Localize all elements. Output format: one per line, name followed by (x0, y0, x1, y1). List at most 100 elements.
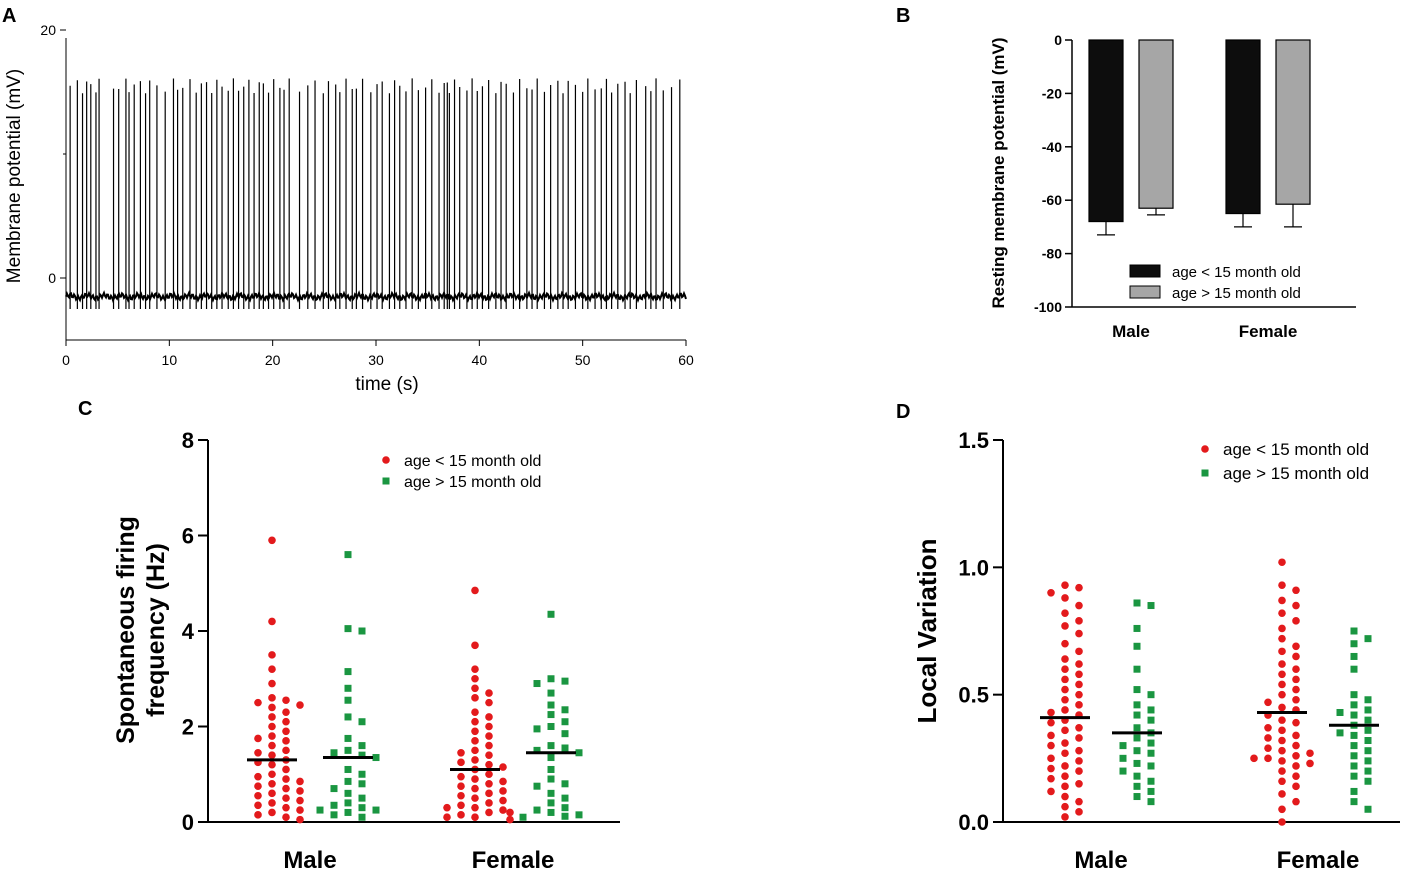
panel-d-point-young (1061, 665, 1069, 673)
panel-c-point-old (547, 675, 555, 683)
panel-a-y-tick-label: 0 (48, 270, 56, 286)
panel-c-point-young (282, 765, 290, 774)
panel-c-point-young (296, 777, 304, 786)
panel-c-point-young (268, 760, 276, 769)
panel-c: Spontaneous firing frequency (Hz) 0 2 4 6 8 M… (112, 428, 620, 869)
panel-d-point-young (1278, 805, 1286, 814)
panel-d-point-old (1350, 691, 1358, 699)
panel-d-point-young (1061, 594, 1069, 602)
panel-d-point-young (1075, 767, 1083, 775)
panel-d-point-young (1250, 754, 1258, 763)
panel-c-point-old (358, 627, 366, 635)
panel-b-y-tick-label: -20 (1042, 85, 1062, 101)
panel-d-point-young (1292, 751, 1300, 760)
panel-d-point-young (1061, 695, 1069, 704)
panel-c-point-old (547, 689, 555, 697)
panel-c-point-old (330, 801, 338, 809)
panel-d-point-old (1133, 747, 1141, 755)
panel-d-point-young (1075, 780, 1083, 788)
panel-d-point-old (1364, 747, 1372, 755)
panel-c-point-old (575, 749, 583, 757)
panel-d-point-old (1147, 602, 1155, 610)
panel-c-point-young (296, 701, 304, 709)
panel-c-point-old (344, 799, 352, 807)
panel-c-point-old (344, 713, 352, 721)
panel-c-point-old (344, 551, 352, 559)
panel-d-point-young (1292, 718, 1300, 727)
panel-d-point-young (1075, 647, 1083, 656)
panel-b-y-tick-label: 0 (1054, 32, 1062, 48)
panel-d-point-old (1364, 696, 1372, 704)
panel-c-point-young (485, 741, 493, 750)
panel-c-point-young (254, 772, 262, 781)
panel-d-point-old (1350, 798, 1358, 806)
panel-d-point-young (1075, 583, 1083, 592)
panel-b-bar (1275, 39, 1311, 205)
panel-d-point-old (1147, 787, 1155, 795)
panel-c-point-old (344, 765, 352, 773)
panel-d-point-young (1075, 690, 1083, 699)
panel-d-point-young (1075, 660, 1083, 668)
panel-d-point-young (1061, 581, 1069, 589)
panel-d-point-old (1133, 665, 1141, 673)
panel-d-point-young (1264, 754, 1272, 763)
panel-b-legend-swatch (1129, 264, 1161, 278)
panel-d-point-young (1278, 581, 1286, 589)
panel-c-point-young (471, 665, 479, 673)
panel-c-point-young (282, 696, 290, 705)
panel-c-legend-label: age > 15 month old (404, 474, 541, 491)
panel-a-baseline-trace (65, 290, 687, 304)
panel-c-point-young (457, 791, 465, 800)
panel-c-point-old (358, 718, 366, 726)
panel-c-point-old (344, 668, 352, 676)
panel-d-point-old (1119, 742, 1127, 750)
panel-c-point-old (330, 811, 338, 819)
panel-c-point-young (471, 717, 479, 726)
panel-c-point-old (547, 754, 555, 762)
panel-d-point-young (1306, 749, 1314, 758)
panel-label-d: D (896, 401, 910, 423)
panel-c-point-old (561, 812, 569, 820)
panel-c-y-tick-label: 2 (182, 715, 194, 740)
panel-c-point-old (547, 799, 555, 807)
panel-c-point-young (485, 698, 493, 707)
panel-d-point-young (1292, 797, 1300, 806)
panel-c-point-old (533, 782, 541, 790)
panel-c-point-old (533, 746, 541, 754)
panel-d-y-tick-label: 0.5 (958, 683, 989, 708)
panel-d-point-old (1350, 762, 1358, 770)
panel-c-point-young (471, 641, 479, 650)
panel-d-point-young (1061, 792, 1069, 801)
panel-c-point-young (282, 737, 290, 745)
panel-b-y-tick-label: -100 (1034, 299, 1062, 315)
panel-d-point-young (1292, 695, 1300, 704)
panel-c-point-young (282, 727, 290, 736)
panel-c-point-old (547, 742, 555, 750)
panel-a-x-tick-label: 60 (678, 352, 694, 368)
panel-d-point-young (1061, 622, 1069, 630)
panel-d-point-young (1061, 675, 1069, 684)
panel-c-point-young (485, 751, 493, 759)
panel-c-point-young (471, 684, 479, 693)
panel-d-point-young (1292, 601, 1300, 610)
panel-c-point-old (358, 742, 366, 750)
panel-d-point-young (1061, 782, 1069, 791)
panel-d-point-young (1278, 746, 1286, 755)
panel-c-legend-marker (382, 456, 390, 464)
panel-c-point-young (282, 784, 290, 793)
panel-c-point-old (316, 806, 324, 814)
panel-c-point-young (254, 801, 262, 810)
panel-c-point-young (282, 775, 290, 783)
panel-d-point-old (1133, 599, 1141, 607)
panel-c-point-young (471, 674, 479, 683)
panel-c-point-young (471, 708, 479, 716)
panel-c-point-young (471, 586, 479, 595)
panel-c-point-young (268, 808, 276, 817)
panel-a-x-tick-label: 30 (368, 352, 384, 368)
panel-c-point-young (268, 694, 276, 702)
panel-c-point-young (485, 780, 493, 788)
panel-d-point-young (1061, 706, 1069, 714)
panel-c-point-young (485, 789, 493, 798)
panel-d-point-young (1061, 813, 1069, 821)
